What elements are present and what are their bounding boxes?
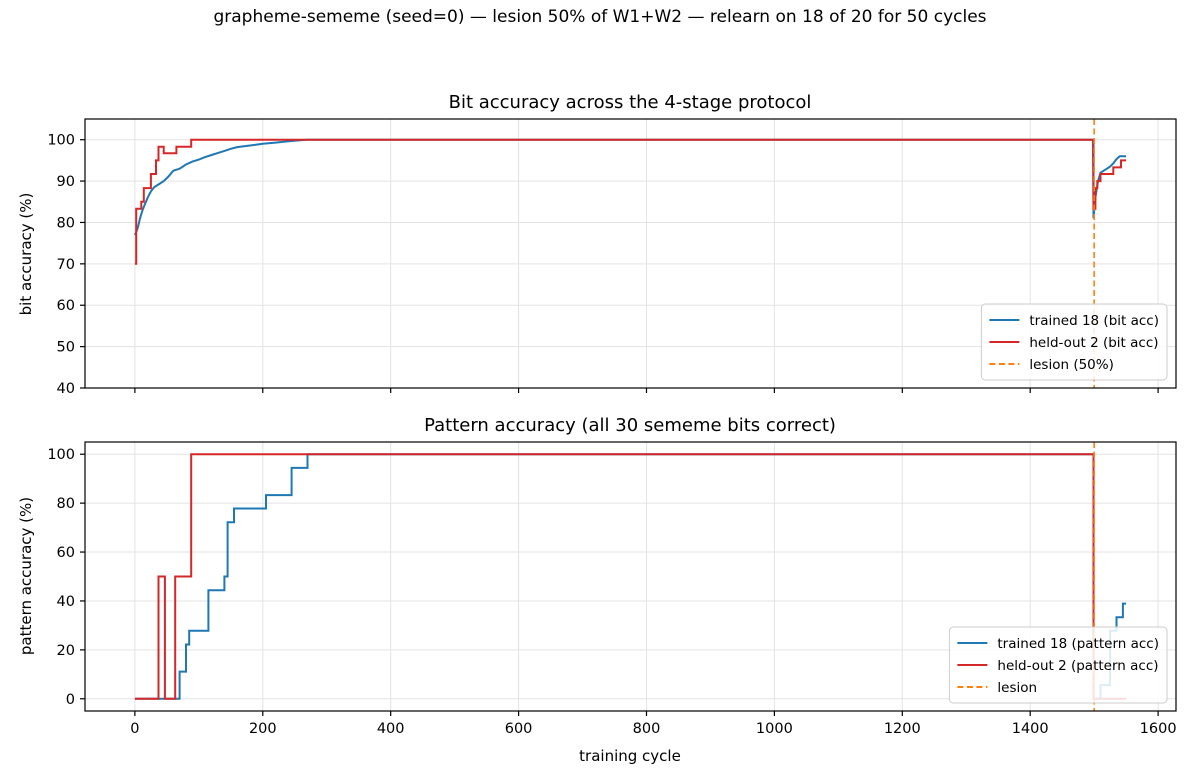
figure-suptitle: grapheme-sememe (seed=0) — lesion 50% of… [213, 7, 986, 27]
series-line-held-out-2-bit-acc [134, 138, 1127, 265]
bit-legend-box [980, 303, 1168, 381]
bit-accuracy-title: Bit accuracy across the 4-stage protocol [449, 92, 812, 113]
bit-ytick-label: 50 [57, 340, 75, 356]
pattern-xtick-label: 1600 [1140, 721, 1177, 737]
pattern-xtick-label: 200 [249, 721, 277, 737]
pattern-ytick-label: 40 [57, 594, 75, 610]
legend-label-lesion: lesion [997, 680, 1037, 696]
pattern-ytick-label: 80 [57, 496, 75, 512]
bit-axes-frame [84, 118, 1177, 389]
pattern-xtick-label: 0 [130, 721, 139, 737]
pattern-xtick-label: 1000 [756, 721, 793, 737]
pattern-ytick-label: 100 [47, 447, 75, 463]
series-line-trained-18-bit-acc [133, 138, 1127, 236]
pattern-xtick-label: 600 [505, 721, 533, 737]
pattern-ytick-label: 60 [57, 545, 75, 561]
legend-label-trained-18-pattern-acc: trained 18 (pattern acc) [997, 636, 1159, 652]
bit-ytick-label: 60 [57, 298, 75, 314]
pattern-accuracy-ylabel: pattern accuracy (%) [17, 497, 35, 655]
pattern-axes-frame [84, 441, 1177, 712]
bit-accuracy-ylabel: bit accuracy (%) [17, 193, 35, 316]
bit-ytick-label: 90 [57, 174, 75, 190]
legend-label-trained-18-bit-acc: trained 18 (bit acc) [1029, 313, 1159, 329]
bit-legend: trained 18 (bit acc) held-out 2 (bit acc)… [980, 303, 1168, 381]
pattern-legend: trained 18 (pattern acc) held-out 2 (patt… [948, 626, 1168, 704]
pattern-ytick-label: 0 [66, 692, 75, 708]
legend-label-held-out-2-bit-acc: held-out 2 (bit acc) [1029, 335, 1158, 351]
legend-label-lesion-50: lesion (50%) [1029, 357, 1114, 373]
bit-ytick-label: 80 [57, 215, 75, 231]
pattern-legend-box [948, 626, 1168, 704]
bit-accuracy-panel: Bit accuracy across the 4-stage protocol… [17, 92, 1177, 397]
pattern-accuracy-title: Pattern accuracy (all 30 sememe bits cor… [424, 415, 836, 436]
pattern-accuracy-panel: Pattern accuracy (all 30 sememe bits cor… [17, 415, 1177, 765]
legend-label-held-out-2-pattern-acc: held-out 2 (pattern acc) [997, 658, 1158, 674]
pattern-xtick-label: 400 [377, 721, 405, 737]
pattern-xtick-label: 1200 [884, 721, 921, 737]
bit-ytick-label: 100 [47, 133, 75, 149]
pattern-ytick-label: 20 [57, 643, 75, 659]
xaxis-label: training cycle [579, 747, 681, 765]
bit-ytick-label: 40 [57, 381, 75, 397]
pattern-xtick-label: 800 [633, 721, 661, 737]
bit-ytick-label: 70 [57, 257, 75, 273]
pattern-xtick-label: 1400 [1012, 721, 1049, 737]
